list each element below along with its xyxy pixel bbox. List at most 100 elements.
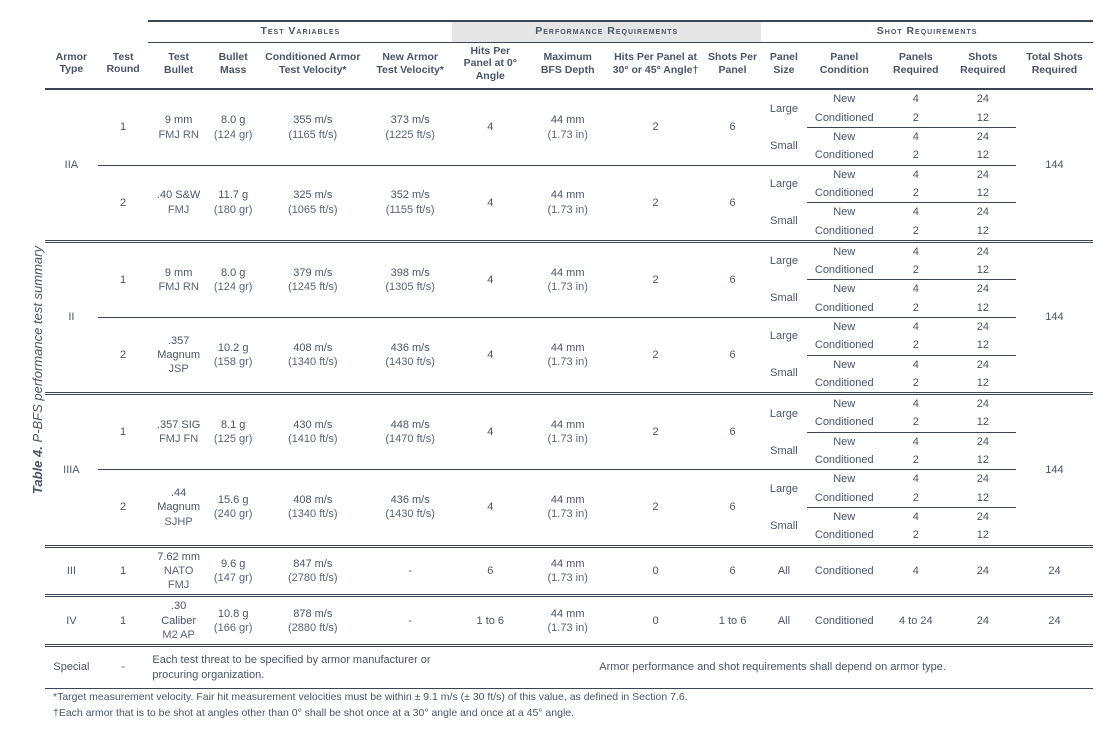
panel-size: Small bbox=[761, 507, 807, 546]
hits-angle: 2 bbox=[607, 394, 704, 470]
new-velocity: 436 m/s(1430 ft/s) bbox=[368, 317, 452, 393]
shots-req: 24 bbox=[950, 280, 1016, 299]
footnote-2: †Each armor that is to be shot at angles… bbox=[45, 705, 1093, 721]
shots-req: 24 bbox=[950, 507, 1016, 526]
armor-type: III bbox=[45, 546, 98, 596]
new-velocity: - bbox=[368, 596, 452, 646]
panels-req: 2 bbox=[882, 109, 950, 128]
hits-angle: 0 bbox=[607, 596, 704, 646]
col-bullet-mass: Bullet Mass bbox=[209, 42, 258, 89]
panel-size: Large bbox=[761, 470, 807, 508]
hits-0: 6 bbox=[452, 546, 528, 596]
panel-cond: New bbox=[807, 470, 882, 489]
panels-req: 2 bbox=[882, 146, 950, 165]
shots-per-panel: 6 bbox=[704, 89, 761, 165]
shots-req: 12 bbox=[950, 489, 1016, 508]
shots-req: 24 bbox=[950, 355, 1016, 374]
hits-0: 4 bbox=[452, 394, 528, 470]
bullet-mass: 15.6 g(240 gr) bbox=[209, 470, 258, 546]
panel-cond: Conditioned bbox=[807, 413, 882, 432]
new-velocity: 448 m/s(1470 ft/s) bbox=[368, 394, 452, 470]
shots-per-panel: 6 bbox=[704, 546, 761, 596]
bullet-mass: 11.7 g(180 gr) bbox=[209, 165, 258, 241]
shots-req: 12 bbox=[950, 451, 1016, 470]
shots-req: 24 bbox=[950, 241, 1016, 261]
test-round: 1 bbox=[98, 241, 149, 317]
new-velocity: 436 m/s(1430 ft/s) bbox=[368, 470, 452, 546]
cond-velocity: 408 m/s(1340 ft/s) bbox=[258, 317, 369, 393]
col-panel-size: Panel Size bbox=[761, 42, 807, 89]
max-bfs: 44 mm(1.73 in) bbox=[528, 241, 607, 317]
shots-req: 12 bbox=[950, 184, 1016, 203]
shots-req: 24 bbox=[950, 203, 1016, 222]
test-bullet: 9 mmFMJ RN bbox=[148, 89, 208, 165]
test-bullet: .357 MagnumJSP bbox=[148, 317, 208, 393]
col-armor-type: Armor Type bbox=[45, 42, 98, 89]
panels-req: 4 bbox=[882, 317, 950, 336]
test-round: - bbox=[98, 646, 149, 689]
panel-cond: Conditioned bbox=[807, 546, 882, 596]
panel-cond: Conditioned bbox=[807, 146, 882, 165]
col-test-round: Test Round bbox=[98, 42, 149, 89]
panels-req: 2 bbox=[882, 413, 950, 432]
test-round: 2 bbox=[98, 470, 149, 546]
panel-size: Large bbox=[761, 165, 807, 203]
shots-req: 24 bbox=[950, 128, 1016, 147]
max-bfs: 44 mm(1.73 in) bbox=[528, 317, 607, 393]
max-bfs: 44 mm(1.73 in) bbox=[528, 470, 607, 546]
armor-type: Special bbox=[45, 646, 98, 689]
total-shots: 144 bbox=[1016, 394, 1093, 546]
panels-req: 4 bbox=[882, 128, 950, 147]
test-round: 1 bbox=[98, 89, 149, 165]
panels-req: 4 bbox=[882, 470, 950, 489]
col-max-bfs: Maximum BFS Depth bbox=[528, 42, 607, 89]
bullet-mass: 8.0 g(124 gr) bbox=[209, 89, 258, 165]
col-shots-req: Shots Required bbox=[950, 42, 1016, 89]
panel-cond: New bbox=[807, 89, 882, 108]
panel-size: Small bbox=[761, 432, 807, 470]
shots-req: 24 bbox=[950, 546, 1016, 596]
hits-0: 1 to 6 bbox=[452, 596, 528, 646]
test-round: 1 bbox=[98, 546, 149, 596]
shots-req: 12 bbox=[950, 413, 1016, 432]
test-bullet: 9 mmFMJ RN bbox=[148, 241, 208, 317]
special-text: Each test threat to be specified by armo… bbox=[148, 646, 452, 689]
cond-velocity: 408 m/s(1340 ft/s) bbox=[258, 470, 369, 546]
panels-req: 2 bbox=[882, 526, 950, 546]
panels-req: 4 bbox=[882, 394, 950, 414]
hits-0: 4 bbox=[452, 89, 528, 165]
special-perf: Armor performance and shot requirements … bbox=[452, 646, 1093, 689]
cond-velocity: 379 m/s(1245 ft/s) bbox=[258, 241, 369, 317]
panel-size: Small bbox=[761, 280, 807, 318]
shots-req: 24 bbox=[950, 165, 1016, 184]
panel-size: Small bbox=[761, 355, 807, 394]
panel-cond: Conditioned bbox=[807, 184, 882, 203]
panel-size: All bbox=[761, 546, 807, 596]
panel-size: Small bbox=[761, 128, 807, 166]
panel-cond: New bbox=[807, 432, 882, 451]
panel-cond: New bbox=[807, 241, 882, 261]
table-row: 2.40 S&WFMJ11.7 g(180 gr)325 m/s(1065 ft… bbox=[45, 165, 1093, 184]
col-panels-req: Panels Required bbox=[882, 42, 950, 89]
panels-req: 4 bbox=[882, 280, 950, 299]
panels-req: 4 bbox=[882, 355, 950, 374]
pbfs-table: Test Variables Performance Requirements … bbox=[45, 20, 1093, 720]
panel-cond: Conditioned bbox=[807, 109, 882, 128]
shots-req: 12 bbox=[950, 526, 1016, 546]
footnote-1: *Target measurement velocity. Fair hit m… bbox=[45, 688, 1093, 704]
new-velocity: - bbox=[368, 546, 452, 596]
shots-req: 24 bbox=[950, 317, 1016, 336]
panel-cond: Conditioned bbox=[807, 374, 882, 394]
shots-req: 12 bbox=[950, 261, 1016, 280]
panel-cond: New bbox=[807, 317, 882, 336]
armor-type: II bbox=[45, 241, 98, 393]
shots-req: 12 bbox=[950, 109, 1016, 128]
table-row: III17.62 mmNATO FMJ9.6 g(147 gr)847 m/s(… bbox=[45, 546, 1093, 596]
panel-size: Large bbox=[761, 89, 807, 127]
test-bullet: .30 CaliberM2 AP bbox=[148, 596, 208, 646]
col-total-shots: Total Shots Required bbox=[1016, 42, 1093, 89]
panel-cond: Conditioned bbox=[807, 336, 882, 355]
hits-angle: 2 bbox=[607, 89, 704, 165]
bullet-mass: 8.0 g(124 gr) bbox=[209, 241, 258, 317]
shots-req: 12 bbox=[950, 222, 1016, 242]
